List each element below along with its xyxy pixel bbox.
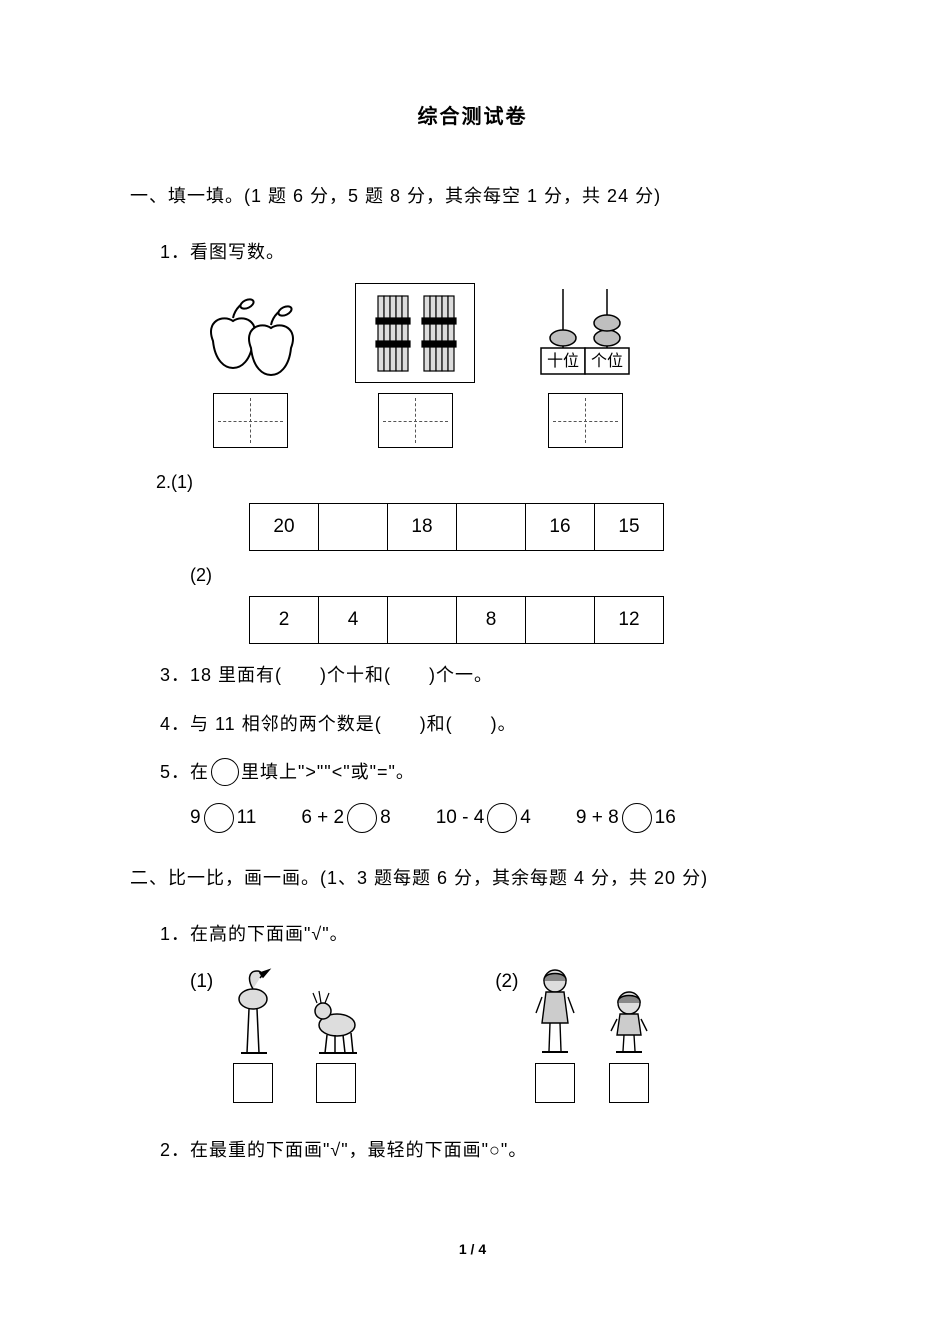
table-cell[interactable]: 4 — [318, 596, 388, 644]
table-cell[interactable]: 15 — [594, 503, 664, 551]
check-short-girl[interactable] — [609, 1063, 649, 1103]
q2-2-label: (2) — [190, 565, 815, 586]
circle-icon — [211, 758, 239, 786]
section-2-header: 二、比一比，画一画。(1、3 题每题 6 分，其余每题 4 分，共 20 分) — [130, 861, 815, 895]
q2-row1: 20 18 16 15 — [250, 503, 815, 551]
short-girl-item — [606, 965, 652, 1103]
table-cell[interactable] — [525, 596, 595, 644]
q1-groups: 十位 个位 — [190, 283, 815, 448]
deer-item — [307, 965, 365, 1103]
s2-q1-group-2: (2) — [495, 965, 652, 1103]
table-cell[interactable]: 12 — [594, 596, 664, 644]
table-cell[interactable]: 8 — [456, 596, 526, 644]
q1-answer-1[interactable] — [213, 393, 288, 448]
tall-girl-item — [532, 965, 578, 1103]
bundles-image — [355, 283, 475, 383]
q1-group-bundles — [355, 283, 475, 448]
compare-blank[interactable] — [622, 803, 652, 833]
q1-group-abacus: 十位 个位 — [520, 283, 650, 448]
abacus-ones-label: 个位 — [591, 352, 623, 370]
comp-left: 9 — [190, 807, 201, 829]
table-cell[interactable] — [318, 503, 388, 551]
s2-q1-group-1: (1) — [190, 965, 365, 1103]
compare-blank[interactable] — [347, 803, 377, 833]
abacus-image: 十位 个位 — [520, 283, 650, 383]
q5-item-2: 6 + 2 8 — [301, 803, 390, 833]
s2-q2-label: 2．在最重的下面画"√"，最轻的下面画"○"。 — [160, 1133, 815, 1167]
table-cell[interactable] — [387, 596, 457, 644]
table-cell[interactable]: 18 — [387, 503, 457, 551]
s2-q1-groups: (1) — [190, 965, 815, 1103]
comp-left: 9 + 8 — [576, 807, 619, 829]
table-cell[interactable] — [456, 503, 526, 551]
comp-left: 10 - 4 — [436, 807, 485, 829]
s2-q1-g1-label: (1) — [190, 971, 213, 993]
q5-intro-post: 里填上">""<"或"="。 — [241, 762, 415, 782]
table-cell[interactable]: 2 — [249, 596, 319, 644]
q1-group-apples — [190, 283, 310, 448]
section-1-header: 一、填一填。(1 题 6 分，5 题 8 分，其余每空 1 分，共 24 分) — [130, 179, 815, 213]
s2-q1-g2-label: (2) — [495, 971, 518, 993]
apples-image — [190, 283, 310, 383]
q1-label: 1．看图写数。 — [160, 235, 815, 269]
table-cell[interactable]: 16 — [525, 503, 595, 551]
q3-text: 3．18 里面有( )个十和( )个一。 — [160, 658, 815, 692]
check-tall-girl[interactable] — [535, 1063, 575, 1103]
check-deer[interactable] — [316, 1063, 356, 1103]
q5-intro: 5．在 里填上">""<"或"="。 — [160, 755, 815, 789]
flamingo-item — [227, 965, 279, 1103]
compare-blank[interactable] — [204, 803, 234, 833]
abacus-tens-label: 十位 — [547, 352, 579, 370]
q5-intro-pre: 5．在 — [160, 762, 209, 782]
page-footer: 1 / 4 — [0, 1241, 945, 1257]
q1-answer-2[interactable] — [378, 393, 453, 448]
comp-right: 16 — [655, 807, 676, 829]
q5-item-4: 9 + 8 16 — [576, 803, 676, 833]
q1-answer-3[interactable] — [548, 393, 623, 448]
q4-text: 4．与 11 相邻的两个数是( )和( )。 — [160, 707, 815, 741]
q2-1-label: 2.(1) — [156, 472, 815, 493]
page-title: 综合测试卷 — [130, 100, 815, 129]
comp-right: 8 — [380, 807, 391, 829]
table-cell[interactable]: 20 — [249, 503, 319, 551]
check-flamingo[interactable] — [233, 1063, 273, 1103]
comp-right: 11 — [237, 807, 257, 829]
q5-item-1: 9 11 — [190, 803, 256, 833]
compare-blank[interactable] — [487, 803, 517, 833]
comp-right: 4 — [520, 807, 531, 829]
q2-row2: 2 4 8 12 — [250, 596, 815, 644]
q5-item-3: 10 - 4 4 — [436, 803, 531, 833]
comp-left: 6 + 2 — [301, 807, 344, 829]
s2-q1-label: 1．在高的下面画"√"。 — [160, 917, 815, 951]
q5-items: 9 11 6 + 2 8 10 - 4 4 9 + 8 16 — [190, 803, 815, 833]
